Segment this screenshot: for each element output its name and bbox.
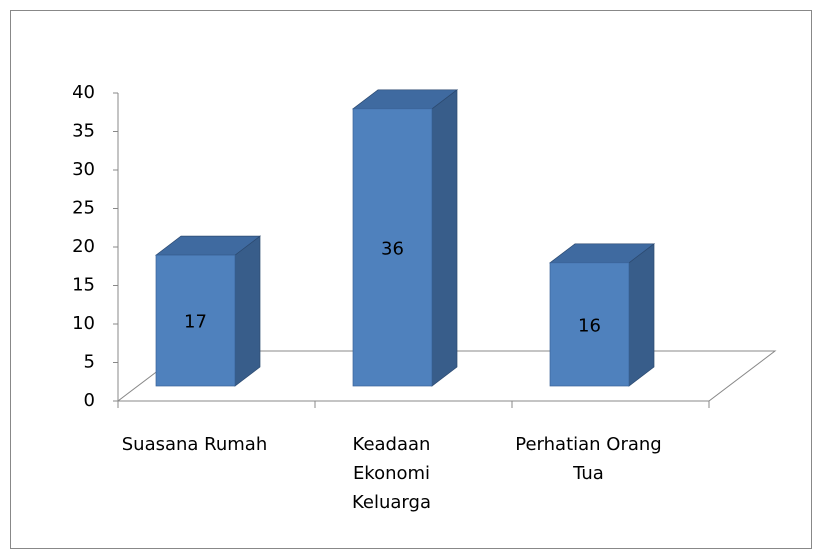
bar-side	[234, 235, 261, 387]
x-tick-label: Keadaan Ekonomi Keluarga	[352, 434, 431, 513]
bar-side	[431, 89, 458, 387]
x-tick-label: Perhatian Orang Tua	[515, 434, 662, 484]
y-tick-label: 35	[72, 121, 95, 142]
y-tick-label: 40	[72, 82, 95, 103]
y-tick-label: 0	[84, 390, 95, 411]
bar	[352, 108, 433, 387]
value-label: 36	[381, 238, 404, 259]
value-label: 17	[184, 312, 207, 333]
bar	[155, 254, 236, 387]
frame	[10, 10, 812, 549]
bar	[549, 262, 630, 387]
y-tick-label: 10	[72, 313, 95, 334]
y-tick-label: 20	[72, 236, 95, 257]
value-label: 16	[578, 315, 601, 336]
x-tick-label: Suasana Rumah	[121, 434, 268, 455]
bar-side	[628, 243, 655, 387]
y-tick-label: 25	[72, 198, 95, 219]
y-tick-label: 15	[72, 275, 95, 296]
y-tick-label: 30	[72, 159, 95, 180]
y-tick-label: 5	[84, 352, 95, 373]
